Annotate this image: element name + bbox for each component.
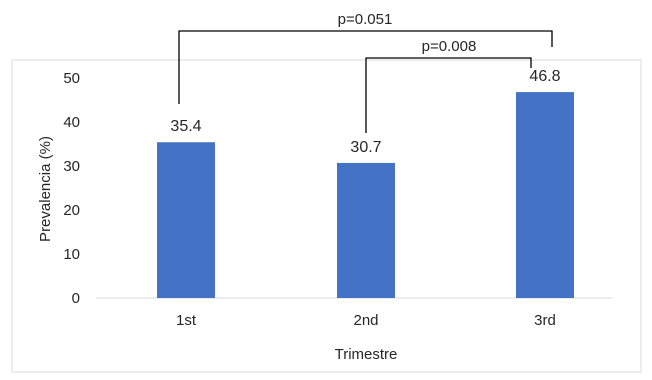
data-label: 35.4	[170, 118, 201, 135]
bar	[337, 162, 395, 298]
x-tick-label: 1st	[176, 312, 197, 329]
y-axis-title: Prevalencia (%)	[37, 136, 54, 242]
x-tick-label: 3rd	[534, 312, 556, 329]
x-axis-title: Trimestre	[335, 346, 398, 363]
y-tick-label: 0	[72, 290, 80, 307]
plot-frame	[11, 59, 642, 373]
p-value-label: p=0.051	[338, 11, 393, 28]
y-tick-label: 30	[63, 158, 80, 175]
data-label: 30.7	[350, 139, 381, 156]
bracket-line-2nd-3rd	[365, 57, 532, 133]
y-tick-label: 10	[63, 246, 80, 263]
bars	[157, 92, 574, 298]
significance-brackets: p=0.051 p=0.008	[178, 11, 553, 133]
bracket-line-1st-3rd	[178, 30, 553, 104]
data-label: 46.8	[529, 68, 560, 85]
p-value-label: p=0.008	[422, 38, 477, 55]
y-tick-label: 50	[63, 70, 80, 87]
y-tick-label: 20	[63, 202, 80, 219]
bar	[157, 142, 215, 298]
x-axis-ticks: 1st 2nd 3rd	[176, 312, 556, 329]
bar	[516, 92, 574, 298]
data-labels: 35.4 30.7 46.8	[170, 68, 560, 156]
x-tick-label: 2nd	[353, 312, 378, 329]
y-axis-ticks: 0 10 20 30 40 50	[63, 70, 80, 307]
y-tick-label: 40	[63, 114, 80, 131]
